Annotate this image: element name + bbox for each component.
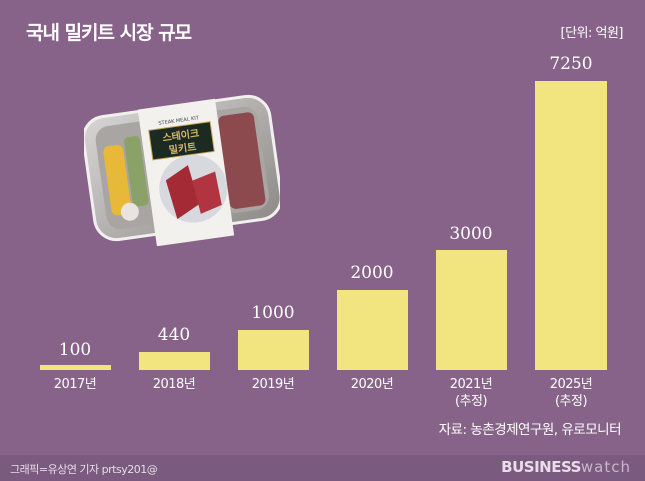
value-label-2021: 3000	[449, 224, 493, 244]
value-label-2020: 2000	[350, 263, 394, 283]
svg-text:밀키트: 밀키트	[168, 140, 197, 157]
value-label-2019: 1000	[251, 303, 295, 323]
footer-bar: 그래픽=유상연 기자 prtsy201@ BUSINESSwatch	[0, 455, 645, 481]
category-label-2021: 2021년 (추정)	[449, 377, 493, 409]
category-label-2017: 2017년	[53, 377, 97, 392]
category-label-2020: 2020년	[350, 377, 394, 392]
bar-2018	[139, 352, 210, 370]
svg-text:STEAK MEAL KIT: STEAK MEAL KIT	[158, 115, 200, 127]
category-label-2019: 2019년	[251, 377, 295, 392]
chart-title: 국내 밀키트 시장 규모	[26, 22, 192, 44]
bar-2025	[535, 81, 607, 370]
bar-2017	[40, 365, 111, 370]
bar-2020	[337, 290, 408, 370]
value-label-2018: 440	[157, 325, 191, 345]
category-label-2018: 2018년	[152, 377, 196, 392]
value-label-2017: 100	[58, 340, 92, 360]
bar-2019	[238, 330, 309, 370]
meal-kit-label: STEAK MEAL KIT 스테이크 밀키트	[137, 98, 235, 246]
meal-kit-image: STEAK MEAL KIT 스테이크 밀키트	[84, 94, 280, 246]
unit-label: [단위: 억원]	[560, 26, 624, 41]
brand-logo: BUSINESSwatch	[501, 458, 631, 476]
category-label-2025: 2025년 (추정)	[549, 377, 593, 409]
value-label-2025: 7250	[549, 54, 593, 74]
bar-2021	[436, 250, 507, 370]
graphic-credit: 그래픽=유상연 기자 prtsy201@	[10, 463, 158, 476]
source-note: 자료: 농촌경제연구원, 유로모니터	[438, 422, 622, 438]
